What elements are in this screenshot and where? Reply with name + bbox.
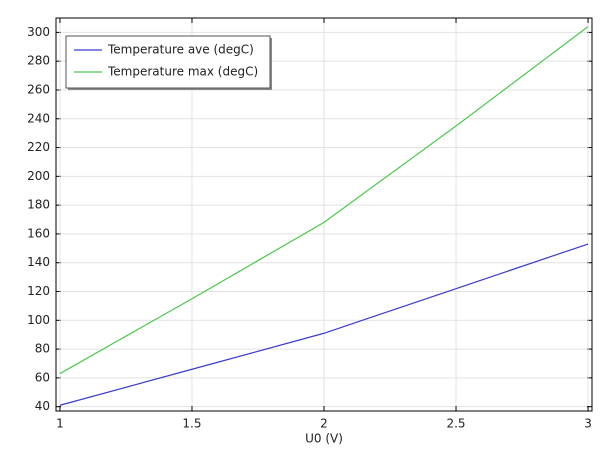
y-tick-label: 160	[27, 226, 50, 240]
y-tick-label: 40	[35, 399, 50, 413]
legend-label: Temperature ave (degC)	[107, 43, 254, 57]
x-tick-label: 3	[584, 417, 592, 431]
x-tick-label: 1	[56, 417, 64, 431]
plot-frame	[55, 17, 593, 412]
x-axis-label: U0 (V)	[305, 432, 343, 446]
y-tick-label: 180	[27, 198, 50, 212]
y-tick-label: 80	[35, 342, 50, 356]
line	[59, 243, 589, 406]
y-tick-label: 300	[27, 25, 50, 39]
y-tick-label: 60	[35, 370, 50, 384]
y-tick-label: 140	[27, 255, 50, 269]
x-tick-label: 2.5	[446, 417, 465, 431]
line	[59, 26, 589, 375]
legend-box	[65, 35, 271, 89]
y-tick-label: 260	[27, 82, 50, 96]
y-tick-label: 220	[27, 140, 50, 154]
x-tick-label: 2	[320, 417, 328, 431]
y-tick-label: 280	[27, 54, 50, 68]
y-tick-label: 120	[27, 284, 50, 298]
y-tick-label: 200	[27, 169, 50, 183]
x-tick-label: 1.5	[182, 417, 201, 431]
y-tick-label: 100	[27, 313, 50, 327]
legend-label: Temperature max (degC)	[107, 65, 258, 79]
y-tick-label: 240	[27, 111, 50, 125]
